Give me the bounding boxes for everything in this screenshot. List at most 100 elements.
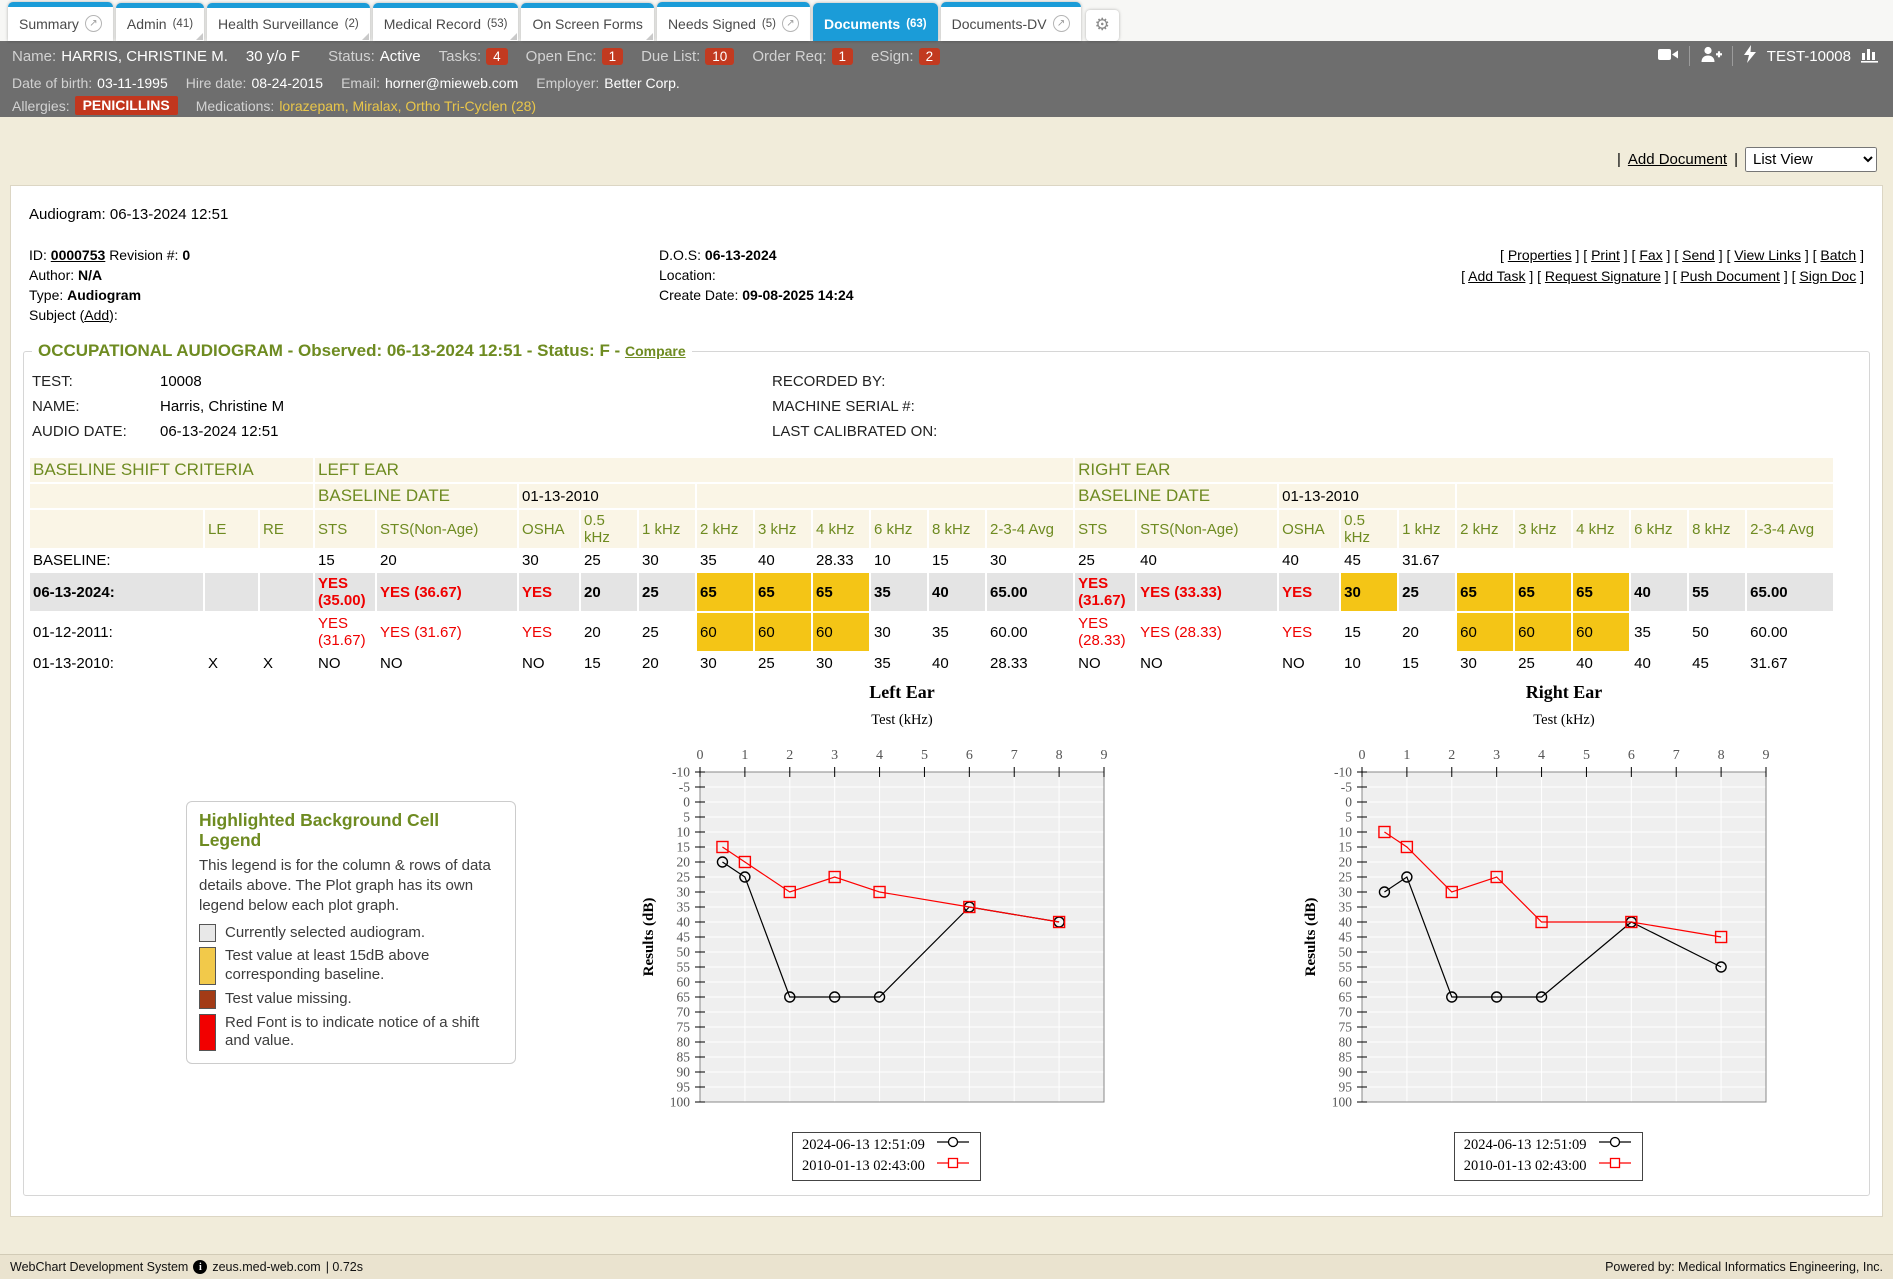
cell: 60 xyxy=(1455,611,1516,653)
svg-text:80: 80 xyxy=(1339,1035,1353,1050)
status-label: Status: xyxy=(328,47,375,65)
cell: 15 xyxy=(579,651,640,676)
aud-name-label: NAME: xyxy=(32,398,80,415)
cell: YES (28.33) xyxy=(1135,611,1280,653)
doc-revision-label: Revision #: xyxy=(109,247,179,263)
subject-add-link[interactable]: Add xyxy=(84,307,110,323)
legend-item-text: Test value missing. xyxy=(225,989,352,1007)
cell: YES (31.67) xyxy=(1073,571,1138,613)
svg-text:7: 7 xyxy=(1011,748,1018,763)
bar-chart-icon[interactable] xyxy=(1861,45,1881,68)
tab-documents-dv[interactable]: Documents-DV ↗ xyxy=(940,2,1081,41)
tab-summary[interactable]: Summary ↗ xyxy=(8,2,113,41)
section-title: BASELINE SHIFT CRITERIA xyxy=(27,456,316,484)
allergy-penicillins[interactable]: PENICILLINS xyxy=(74,96,178,115)
popout-icon[interactable]: ↗ xyxy=(1052,15,1070,32)
cell: 30 xyxy=(1455,651,1516,676)
dob-value: 03-11-1995 xyxy=(97,74,168,91)
baseline-date-value: 01-13-2010 xyxy=(517,482,698,510)
cell: 40 xyxy=(1277,548,1342,573)
add-document-link[interactable]: Add Document xyxy=(1627,151,1728,168)
send-link[interactable]: Send xyxy=(1682,247,1715,263)
document-actions: [ Properties ] [ Print ] [ Fax ] [ Send … xyxy=(1461,247,1864,284)
cell: 40 xyxy=(1135,548,1280,573)
medication-link-lorazepam[interactable]: lorazepam xyxy=(279,97,345,114)
tab-needs-signed[interactable]: Needs Signed (5) ↗ xyxy=(656,2,810,41)
svg-text:-5: -5 xyxy=(679,780,690,795)
doc-subject-close: ): xyxy=(109,307,118,323)
svg-text:15: 15 xyxy=(1339,840,1353,855)
request-signature-link[interactable]: Request Signature xyxy=(1544,268,1661,284)
col-header-2-3-4-avg: 2-3-4 Avg xyxy=(1745,508,1836,550)
doc-id-link[interactable]: 0000753 xyxy=(50,247,106,263)
info-icon[interactable]: i xyxy=(193,1260,208,1274)
legend-swatch xyxy=(199,947,216,985)
cell-legend-item: Currently selected audiogram. xyxy=(199,923,503,943)
batch-link[interactable]: Batch xyxy=(1820,247,1857,263)
cell: 10 xyxy=(869,548,930,573)
tab-on-screen-forms[interactable]: On Screen Forms xyxy=(521,3,654,41)
cell: 20 xyxy=(579,611,640,653)
svg-text:0: 0 xyxy=(697,748,704,763)
print-link[interactable]: Print xyxy=(1591,247,1620,263)
footer-app-name: WebChart Development System xyxy=(10,1260,189,1274)
svg-text:25: 25 xyxy=(1339,870,1353,885)
divider xyxy=(1731,46,1733,66)
properties-link[interactable]: Properties xyxy=(1507,247,1572,263)
cell-le xyxy=(203,548,260,573)
cell: 50 xyxy=(1687,611,1748,653)
legend-swatch xyxy=(199,923,216,943)
svg-text:3: 3 xyxy=(832,748,839,763)
add-task-link[interactable]: Add Task xyxy=(1468,268,1526,284)
cell: 60 xyxy=(695,611,756,653)
col-header-sts-non-age: STS(Non-Age) xyxy=(375,508,520,550)
view-links-link[interactable]: View Links xyxy=(1734,247,1801,263)
cell-legend-item: Test value at least 15dB above correspon… xyxy=(199,947,503,985)
open-enc-badge[interactable]: 1 xyxy=(601,47,624,65)
gear-icon[interactable]: ⚙ xyxy=(1085,10,1119,41)
svg-text:5: 5 xyxy=(1345,810,1352,825)
cell: 31.67 xyxy=(1397,548,1458,573)
patient-name: HARRIS, CHRISTINE M. xyxy=(61,47,228,65)
due-list-badge[interactable]: 10 xyxy=(705,47,735,65)
svg-text:70: 70 xyxy=(677,1005,691,1020)
document-panel: Audiogram: 06-13-2024 12:51 ID: 0000753 … xyxy=(10,185,1883,1217)
fax-link[interactable]: Fax xyxy=(1639,247,1663,263)
tab-medical-record[interactable]: Medical Record (53) xyxy=(372,3,519,41)
baseline-date-label: BASELINE DATE xyxy=(1073,482,1280,510)
order-req-badge[interactable]: 1 xyxy=(831,47,854,65)
medication-link-miralax[interactable]: Miralax xyxy=(352,97,398,114)
push-document-link[interactable]: Push Document xyxy=(1680,268,1780,284)
svg-text:75: 75 xyxy=(677,1020,691,1035)
compare-link[interactable]: Compare xyxy=(624,343,686,359)
sign-doc-link[interactable]: Sign Doc xyxy=(1799,268,1857,284)
right-ear-title: RIGHT EAR xyxy=(1073,456,1836,484)
tab-documents[interactable]: Documents (63) xyxy=(812,3,938,41)
video-camera-icon[interactable] xyxy=(1657,45,1679,67)
add-person-icon[interactable] xyxy=(1700,45,1722,68)
svg-text:90: 90 xyxy=(1339,1065,1353,1080)
cell: 40 xyxy=(1571,651,1632,676)
table-row-baseline: BASELINE: 15 20 30 25 30 35 40 28.33 10 15 30 25 40 40… xyxy=(28,548,1836,573)
divider-text: | xyxy=(1616,151,1621,168)
dos-value: 06-13-2024 xyxy=(704,247,777,263)
cell: 60 xyxy=(1571,611,1632,653)
test-value: 10008 xyxy=(160,373,202,390)
tab-admin[interactable]: Admin (41) xyxy=(115,3,205,41)
col-header-3-khz: 3 kHz xyxy=(753,508,814,550)
popout-icon[interactable]: ↗ xyxy=(84,15,102,32)
patient-age-sex: 30 y/o F xyxy=(245,47,301,65)
tab-health-surveillance[interactable]: Health Surveillance (2) xyxy=(207,3,370,41)
medication-link-ortho-tri-cyclen-28[interactable]: Ortho Tri-Cyclen (28) xyxy=(405,97,537,114)
svg-text:30: 30 xyxy=(677,885,691,900)
view-select[interactable]: List View xyxy=(1745,147,1877,172)
cell-legend-item: Red Font is to indicate notice of a shif… xyxy=(199,1013,503,1052)
popout-icon[interactable]: ↗ xyxy=(781,15,799,32)
col-header-6-khz: 6 kHz xyxy=(1629,508,1690,550)
lightning-icon[interactable] xyxy=(1743,44,1757,68)
medications-list: lorazepam, Miralax, Ortho Tri-Cyclen (28… xyxy=(279,97,537,114)
tasks-badge[interactable]: 4 xyxy=(486,47,508,65)
esign-badge[interactable]: 2 xyxy=(918,47,941,65)
hire-date-value: 08-24-2015 xyxy=(251,74,324,91)
col-header-2-3-4-avg: 2-3-4 Avg xyxy=(985,508,1076,550)
